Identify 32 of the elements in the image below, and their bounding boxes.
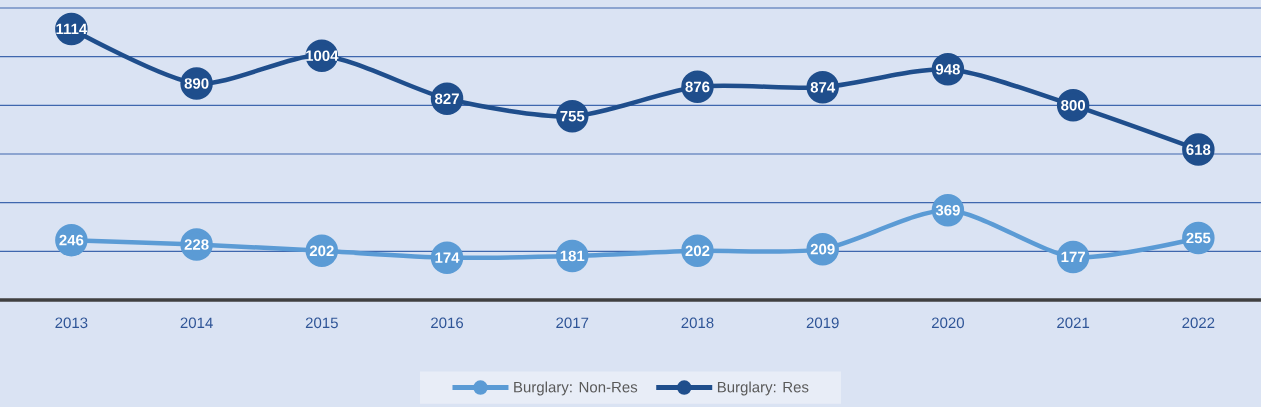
x-tick-label: 2019	[806, 317, 839, 329]
data-label: 255	[1186, 232, 1211, 244]
legend-label: Burglary: Non-Res	[514, 381, 638, 396]
data-label: 209	[810, 243, 835, 255]
data-label: 177	[1061, 251, 1085, 263]
x-tick-label: 2017	[556, 317, 589, 329]
data-label: 874	[810, 82, 836, 93]
data-label: 202	[309, 245, 334, 257]
x-tick-label: 2020	[931, 317, 964, 329]
data-label: 827	[434, 93, 459, 105]
data-label: 228	[184, 239, 209, 250]
data-label: 890	[184, 78, 209, 89]
x-tick-label: 2016	[431, 317, 464, 329]
data-label: 246	[59, 234, 84, 246]
x-tick-label: 2014	[180, 317, 213, 329]
x-tick-label: 2015	[305, 317, 338, 329]
data-label: 800	[1061, 100, 1086, 111]
data-label: 618	[1186, 144, 1211, 155]
data-label: 174	[435, 252, 460, 263]
data-label: 202	[685, 245, 710, 257]
data-label: 755	[560, 111, 585, 122]
x-tick-label: 2021	[1057, 317, 1090, 329]
data-label: 1004	[306, 50, 339, 61]
data-label: 1114	[56, 23, 88, 35]
x-tick-label: 2018	[681, 317, 714, 329]
data-label: 876	[685, 81, 710, 93]
x-tick-label: 2013	[55, 317, 88, 329]
x-tick-label: 2022	[1182, 317, 1215, 329]
data-label: 181	[560, 250, 585, 262]
data-label: 369	[935, 204, 960, 216]
legend-label: Burglary: Res	[717, 381, 809, 396]
data-label: 948	[935, 64, 960, 75]
